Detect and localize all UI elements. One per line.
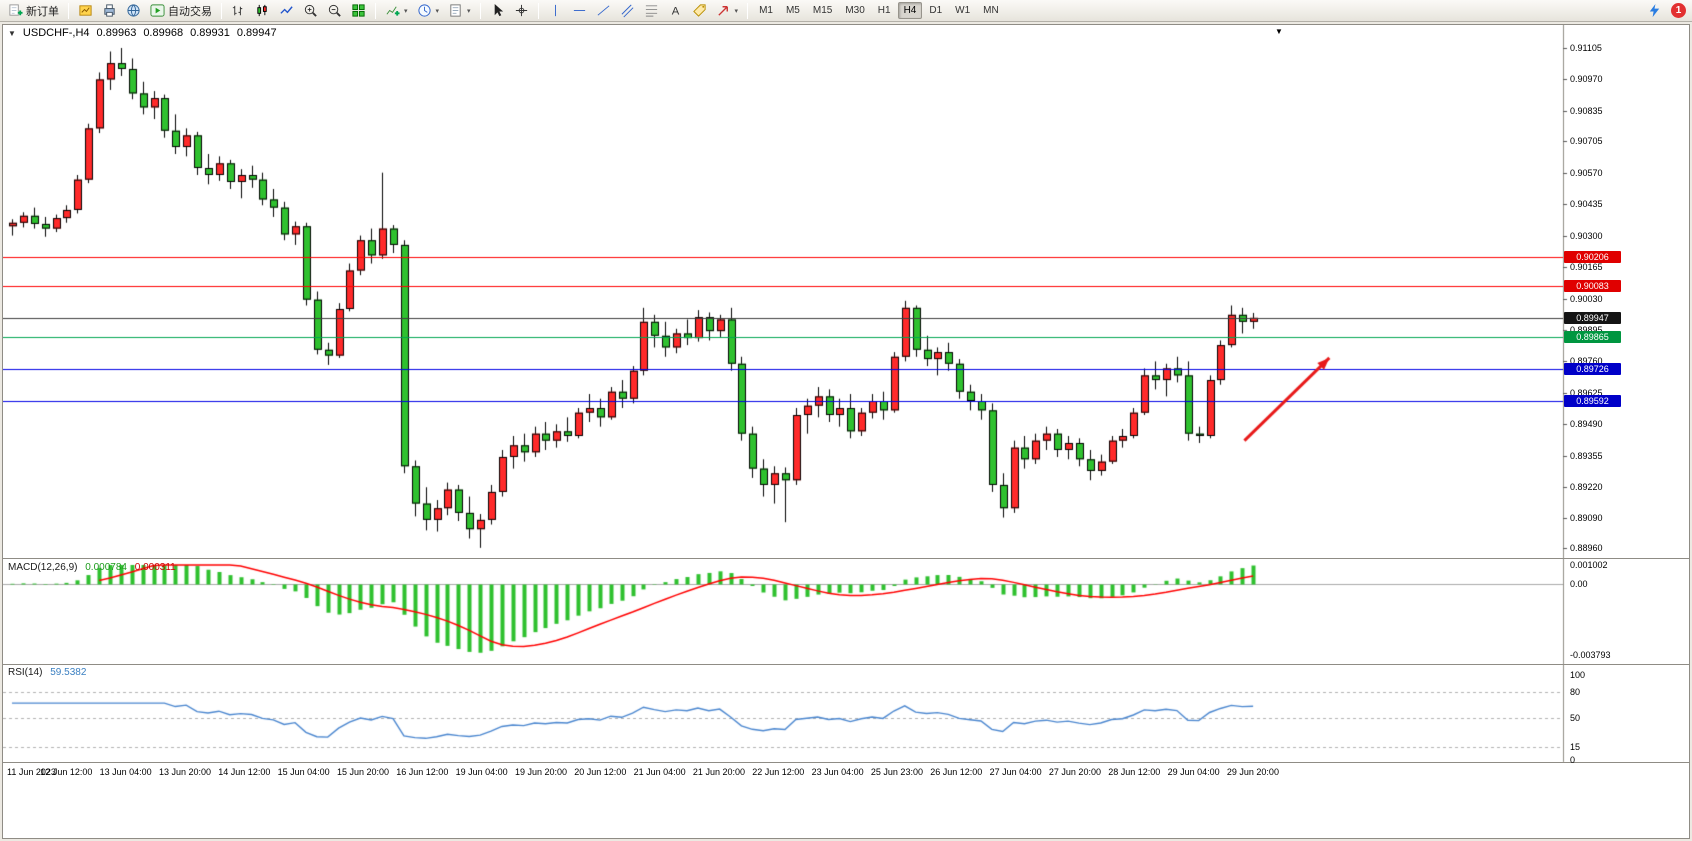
- chevron-down-icon: ▾: [734, 7, 739, 15]
- macd-value-main: 0.000784: [85, 562, 127, 573]
- print-icon: [104, 4, 115, 17]
- macd-label: MACD(12,26,9): [8, 562, 78, 573]
- quote-open: 0.89963: [96, 27, 137, 39]
- arrow-tool-icon: [717, 6, 728, 16]
- tile-windows-button[interactable]: [347, 1, 370, 20]
- bar-chart-mode-button[interactable]: [227, 1, 250, 20]
- toolbar: 新订单 自动交易: [0, 0, 1692, 22]
- cursor-icon: [494, 3, 503, 17]
- macd-value-signal: 0.000311: [134, 562, 176, 573]
- notification-badge[interactable]: 1: [1671, 3, 1686, 18]
- text-icon: A: [671, 5, 679, 17]
- crosshair-tool-button[interactable]: [510, 1, 533, 20]
- autotrading-label: 自动交易: [168, 5, 212, 18]
- autotrading-icon: [150, 4, 165, 17]
- fibonacci-tool-button[interactable]: [640, 1, 663, 20]
- zoom-in-icon: [304, 4, 317, 17]
- channel-icon: [621, 4, 634, 18]
- toolbar-separator: [221, 2, 222, 19]
- toolbar-right-group: 1: [1643, 1, 1688, 20]
- new-order-icon: [9, 4, 23, 16]
- svg-text:A: A: [671, 5, 679, 17]
- chart-symbol-header: ▼ USDCHF-,H4 0.89963 0.89968 0.89931 0.8…: [8, 27, 277, 39]
- chevron-down-icon: ▾: [435, 7, 440, 15]
- periods-button[interactable]: ▾: [413, 1, 444, 20]
- quote-low: 0.89931: [190, 27, 230, 39]
- zoom-out-button[interactable]: [323, 1, 346, 20]
- toolbar-separator: [537, 2, 539, 19]
- line-chart-icon: [280, 6, 293, 14]
- cursor-tool-button[interactable]: [486, 1, 509, 20]
- timeframe-m5[interactable]: M5: [785, 5, 800, 16]
- indicators-icon: [386, 6, 400, 16]
- channel-tool-button[interactable]: [616, 1, 639, 20]
- market-watch-button[interactable]: [74, 1, 97, 20]
- time-axis-divider: [3, 762, 1689, 763]
- arrows-tool-button[interactable]: ▾: [712, 1, 743, 20]
- rsi-label: RSI(14): [8, 667, 43, 678]
- toolbar-separator: [68, 2, 69, 19]
- panel-divider-rsi[interactable]: [3, 664, 1689, 665]
- market-watch-icon: [79, 5, 92, 16]
- globe-icon: [127, 4, 140, 17]
- new-order-label: 新订单: [26, 5, 59, 18]
- timeframe-m30[interactable]: M30: [845, 5, 865, 16]
- quote-high: 0.89968: [143, 27, 184, 39]
- macd-panel-header: MACD(12,26,9) 0.000784 0.000311: [8, 562, 181, 573]
- tile-windows-icon: [352, 4, 365, 17]
- candlestick-icon: [257, 4, 267, 17]
- chevron-down-icon: ▾: [467, 7, 471, 15]
- text-tool-button[interactable]: A: [664, 1, 687, 20]
- line-chart-mode-button[interactable]: [275, 1, 298, 20]
- web-terminal-button[interactable]: [122, 1, 145, 20]
- new-order-button[interactable]: 新订单: [4, 1, 63, 20]
- toolbar-separator: [747, 2, 749, 19]
- timeframe-w1[interactable]: W1: [955, 5, 971, 16]
- templates-button[interactable]: ▾: [444, 1, 475, 20]
- timeframe-mn[interactable]: MN: [983, 5, 999, 16]
- horizontal-line-icon: [573, 10, 585, 11]
- zoom-out-icon: [328, 4, 341, 17]
- chevron-down-icon: ▾: [404, 7, 408, 15]
- timeframe-d1[interactable]: D1: [929, 5, 943, 16]
- chart-canvas[interactable]: [3, 25, 1689, 838]
- timeframe-m1[interactable]: M1: [759, 5, 773, 16]
- trendline-tool-button[interactable]: [592, 1, 615, 20]
- template-icon: [450, 4, 461, 17]
- autotrading-button[interactable]: 自动交易: [146, 1, 216, 20]
- bar-chart-icon: [232, 5, 243, 16]
- timeframe-h4[interactable]: H4: [897, 2, 923, 19]
- print-button[interactable]: [98, 1, 121, 20]
- indicators-button[interactable]: ▾: [381, 1, 412, 20]
- zoom-in-button[interactable]: [299, 1, 322, 20]
- chart-window: ▼ USDCHF-,H4 0.89963 0.89968 0.89931 0.8…: [2, 24, 1690, 839]
- symbol-label: USDCHF-,H4: [22, 27, 90, 39]
- timeframe-group: M1 M5 M15 M30 H1 H4 D1 W1 MN: [753, 2, 1005, 19]
- horizontal-line-tool-button[interactable]: [568, 1, 591, 20]
- clock-icon: [417, 4, 431, 17]
- toolbar-separator: [375, 2, 376, 19]
- rsi-panel-header: RSI(14) 59.5382: [8, 667, 91, 678]
- quote-close: 0.89947: [236, 27, 277, 39]
- chart-shift-marker[interactable]: ▼: [1275, 27, 1283, 36]
- fibonacci-icon: [645, 5, 657, 17]
- toolbar-separator: [479, 2, 481, 19]
- symbol-dropdown-icon[interactable]: ▼: [8, 28, 16, 38]
- vertical-line-icon: [554, 4, 556, 17]
- crosshair-icon: [515, 4, 527, 17]
- lightning-icon: [1649, 3, 1660, 18]
- timeframe-m15[interactable]: M15: [812, 5, 833, 16]
- rsi-value: 59.5382: [50, 667, 87, 678]
- label-tool-button[interactable]: [688, 1, 711, 20]
- timeframe-h1[interactable]: H1: [877, 5, 891, 16]
- label-tag-icon: [692, 4, 706, 17]
- panel-divider-macd[interactable]: [3, 558, 1689, 559]
- trendline-icon: [597, 5, 609, 16]
- candlestick-mode-button[interactable]: [251, 1, 274, 20]
- vertical-line-tool-button[interactable]: [544, 1, 567, 20]
- quick-connect-button[interactable]: [1643, 1, 1666, 20]
